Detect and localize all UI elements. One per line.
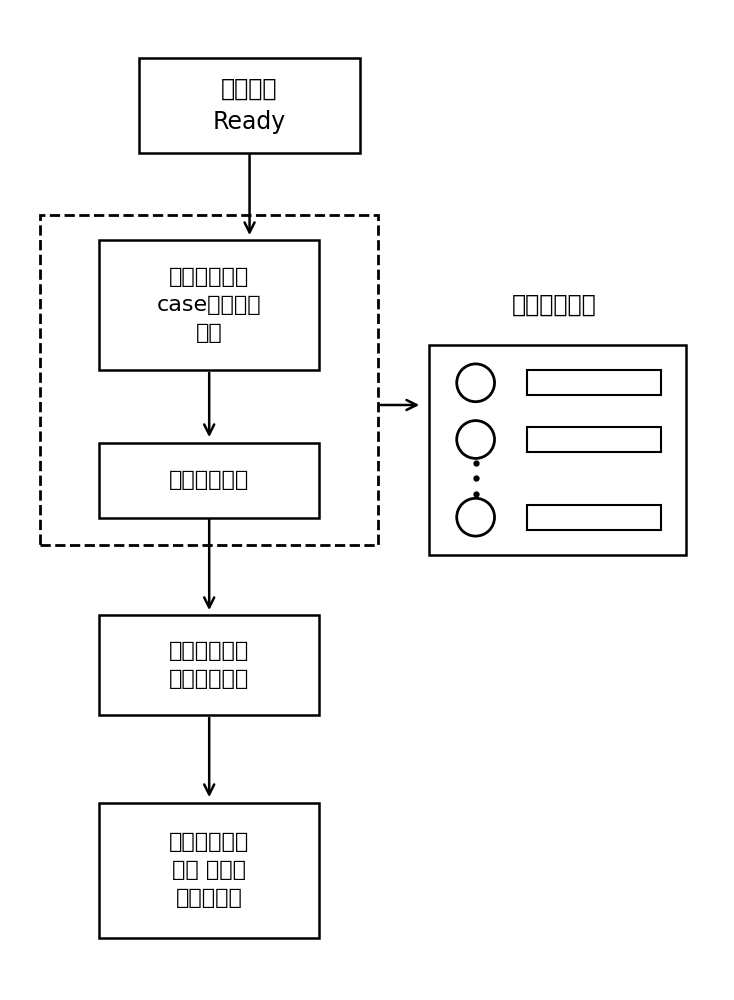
Text: 点击开始测试: 点击开始测试 (169, 470, 250, 490)
Bar (99, 615, 319, 715)
Bar (429, 345, 686, 555)
Ellipse shape (457, 498, 495, 536)
Text: 自动化测试完
成并存储数据: 自动化测试完 成并存储数据 (169, 641, 250, 689)
Text: 测试环境
Ready: 测试环境 Ready (213, 76, 286, 134)
Bar (527, 427, 661, 452)
Bar (139, 57, 360, 152)
Bar (527, 370, 661, 395)
Text: 自动化分析数
据并 得到性
能评价结论: 自动化分析数 据并 得到性 能评价结论 (169, 832, 250, 908)
Text: 选取预期测试
case并设定目
标值: 选取预期测试 case并设定目 标值 (157, 267, 261, 343)
Text: 可操作性界面: 可操作性界面 (512, 293, 597, 317)
Bar (99, 240, 319, 370)
Bar (40, 215, 378, 545)
Bar (527, 505, 661, 530)
Ellipse shape (457, 421, 495, 458)
Bar (99, 802, 319, 938)
Bar (99, 442, 319, 518)
Ellipse shape (457, 364, 495, 402)
